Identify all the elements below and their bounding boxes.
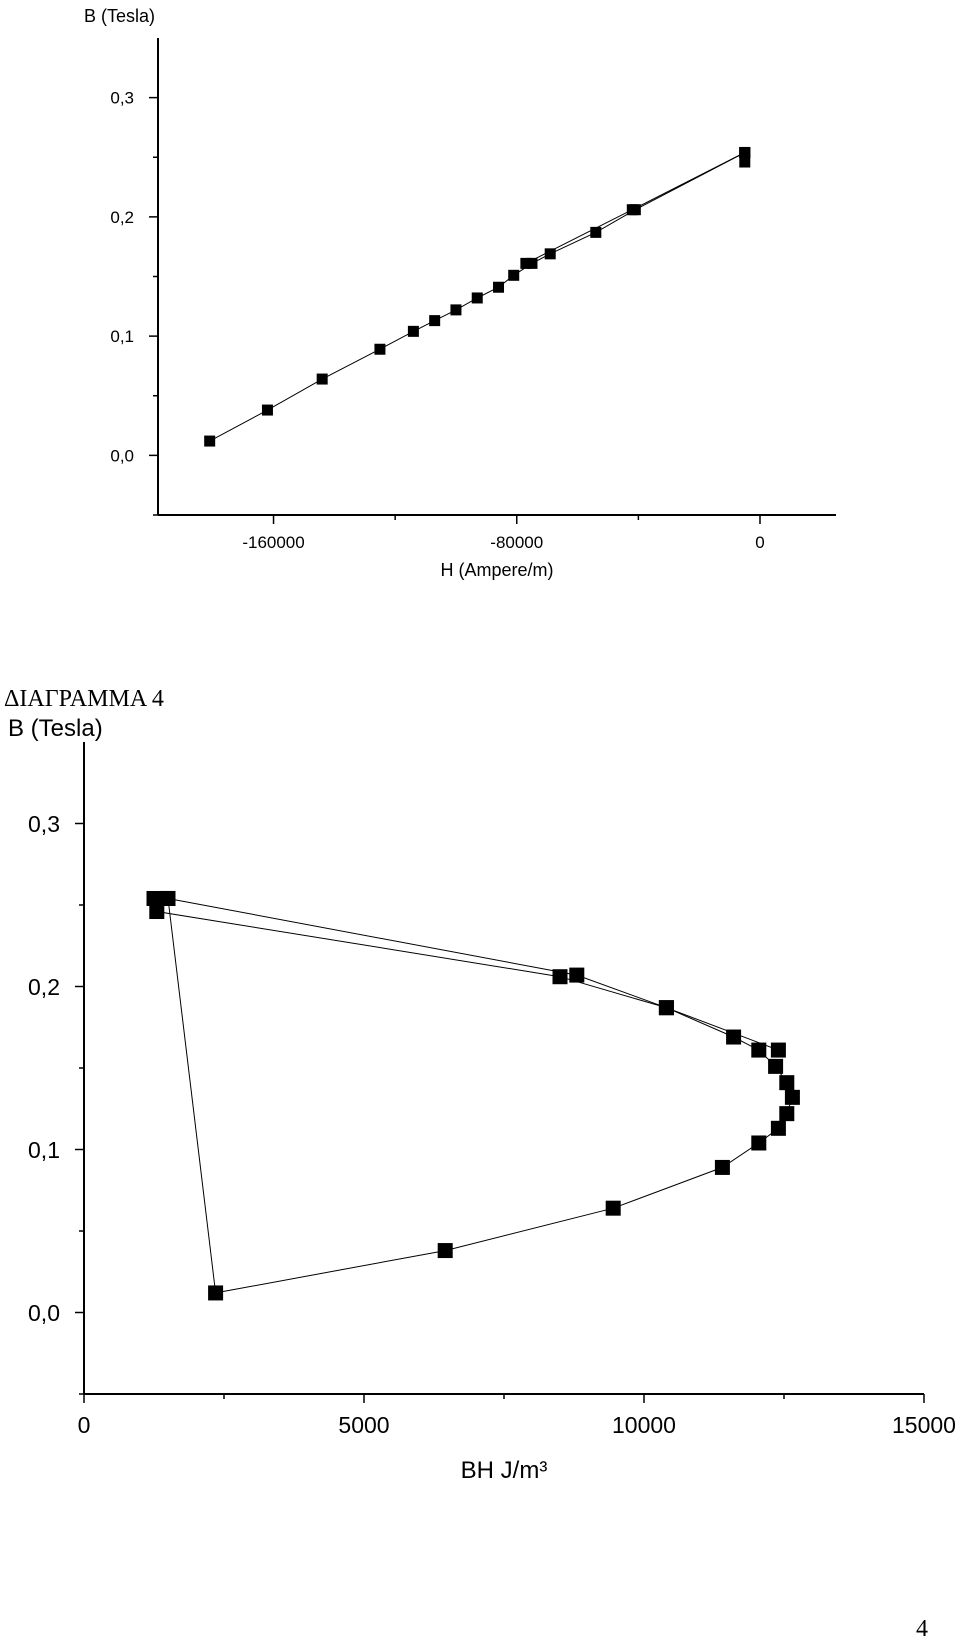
- diagram-heading: ΔΙΑΓΡΑΜΜΑ 4: [4, 686, 164, 712]
- data-point: [544, 248, 556, 260]
- data-point: [429, 315, 441, 327]
- data-point: [208, 1285, 224, 1301]
- data-point: [658, 1000, 674, 1016]
- x-axis-label: H (Ampere/m): [440, 560, 553, 580]
- data-point: [626, 204, 638, 216]
- y-tick-label: 0,3: [110, 89, 134, 108]
- data-point: [726, 1029, 742, 1045]
- data-point: [739, 156, 751, 168]
- data-point: [526, 257, 538, 269]
- x-tick-label: -160000: [242, 533, 304, 552]
- y-tick-label: 0,1: [28, 1137, 60, 1163]
- y-tick-label: 0,2: [110, 208, 134, 227]
- data-point: [508, 269, 520, 281]
- y-tick-label: 0,1: [110, 327, 134, 346]
- x-tick-label: 10000: [612, 1412, 676, 1438]
- data-point: [751, 1042, 767, 1058]
- x-tick-label: 15000: [892, 1412, 956, 1438]
- page-number: 4: [916, 1616, 928, 1640]
- series-line-0: [153, 898, 793, 1294]
- y-tick-label: 0,2: [28, 974, 60, 1000]
- data-point: [714, 1159, 730, 1175]
- x-tick-label: 0: [755, 533, 764, 552]
- data-point: [261, 404, 273, 416]
- bh-b-chart: 0,0 0,1 0,2 0,3 0 5000 10000 15000 B (Tesla) BH J…: [8, 715, 956, 1484]
- data-point: [784, 1089, 800, 1105]
- data-point: [204, 435, 216, 447]
- x-tick-label: 5000: [338, 1412, 389, 1438]
- data-point: [149, 904, 165, 920]
- data-point: [450, 304, 462, 316]
- data-point: [739, 146, 751, 158]
- series-line-1: [167, 898, 779, 1051]
- data-point: [160, 890, 176, 906]
- data-point: [779, 1075, 795, 1091]
- y-tick-label: 0,0: [110, 446, 134, 465]
- data-point: [770, 1120, 786, 1136]
- h-b-chart: 0,0 0,1 0,2 0,3 -160000 -80000 0 B (Tesla) H (Am…: [84, 6, 836, 580]
- data-point: [751, 1135, 767, 1151]
- data-point: [493, 281, 505, 293]
- data-point: [605, 1200, 621, 1216]
- data-point: [316, 373, 328, 385]
- data-point: [520, 257, 532, 269]
- data-point: [779, 1106, 795, 1122]
- data-point: [374, 343, 386, 355]
- data-point: [768, 1058, 784, 1074]
- data-point: [471, 292, 483, 304]
- data-point: [146, 890, 162, 906]
- y-axis-label: B (Tesla): [8, 715, 103, 742]
- data-point: [590, 226, 602, 238]
- y-axis-label: B (Tesla): [84, 6, 155, 26]
- x-tick-label: -80000: [490, 533, 543, 552]
- x-tick-label: 0: [78, 1412, 91, 1438]
- data-point: [437, 1243, 453, 1259]
- y-tick-label: 0,0: [28, 1300, 60, 1326]
- y-tick-label: 0,3: [28, 811, 60, 837]
- data-point: [770, 1042, 786, 1058]
- data-point: [569, 967, 585, 983]
- data-point: [407, 325, 419, 337]
- x-axis-label: BH J/m³: [461, 1457, 548, 1484]
